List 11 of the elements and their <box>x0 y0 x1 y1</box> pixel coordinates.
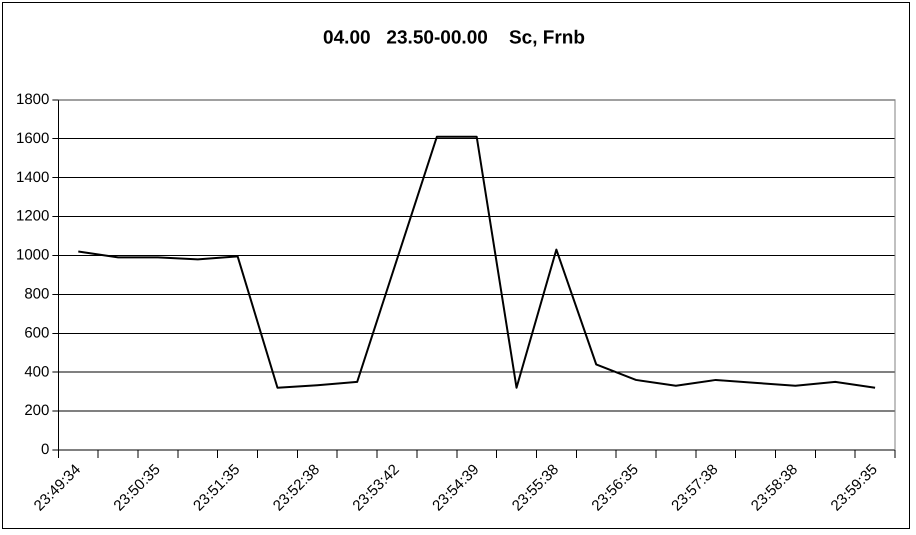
y-tick-label: 0 <box>41 441 50 458</box>
y-tick-label: 1000 <box>16 246 50 264</box>
y-tick-label: 1400 <box>16 168 50 186</box>
y-tick-label: 600 <box>24 324 50 342</box>
y-tick-label: 1800 <box>16 90 50 108</box>
y-tick-label: 1200 <box>16 208 50 225</box>
y-tick-label: 1600 <box>16 130 50 147</box>
y-tick-label: 800 <box>24 285 50 302</box>
chart-title: 04.00 23.50-00.00 Sc, Frnb <box>323 28 585 49</box>
y-tick-label: 200 <box>24 402 50 420</box>
y-tick-label: 400 <box>24 363 50 380</box>
